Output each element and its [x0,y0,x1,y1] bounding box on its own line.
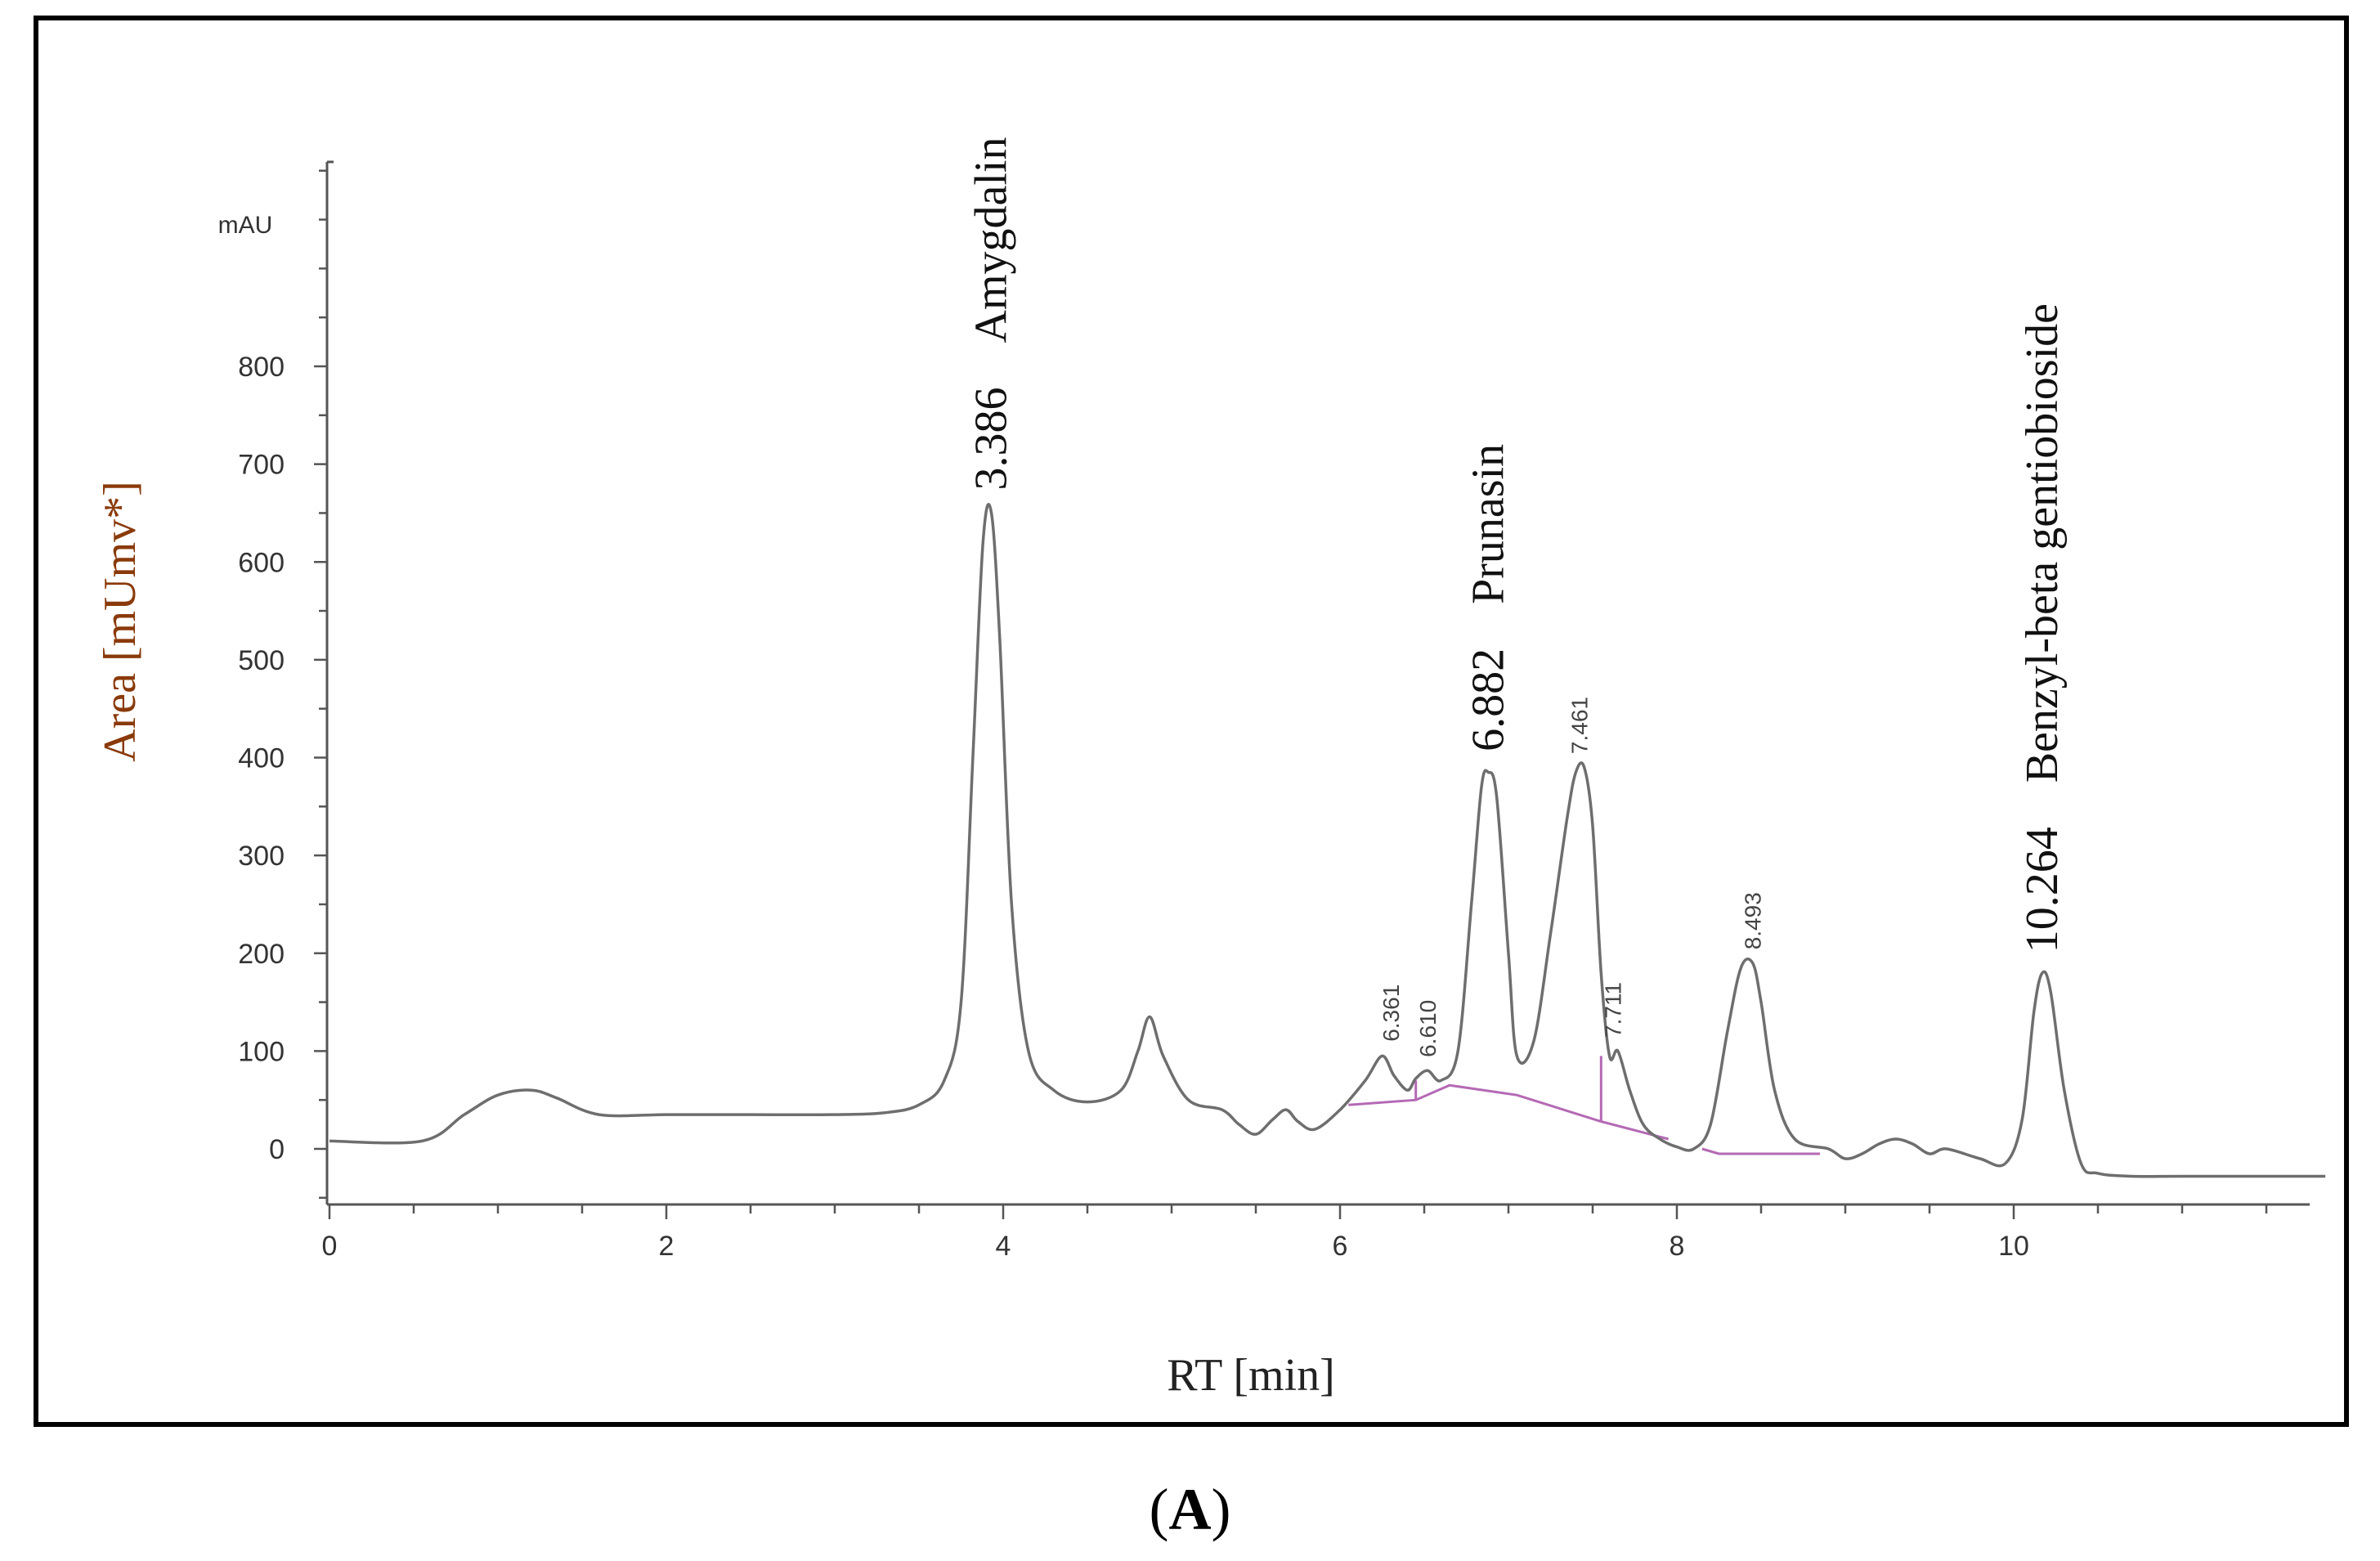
peak-compound-name: Prunasin [1463,444,1513,604]
peak-retention-time: 7.461 [1567,697,1593,754]
chromatogram-trace [329,503,2326,1178]
x-tick-label: 8 [1670,1231,1685,1262]
x-tick-label: 10 [1998,1231,2029,1262]
y-unit-label: mAU [218,212,273,239]
peak-compound-name: Amygdalin [966,137,1017,343]
peak-retention-time: 10.264 [2017,827,2068,953]
panel-label: (A) [0,1476,2380,1544]
y-tick-label: 200 [238,939,285,970]
y-tick-label: 700 [238,450,285,481]
peak-retention-time: 8.493 [1741,892,1766,949]
y-tick-label: 600 [238,547,285,578]
peak-retention-time: 6.882 [1463,648,1513,751]
y-axis-title: Area [mUmv*] [95,481,146,762]
x-tick-label: 6 [1333,1231,1348,1262]
y-tick-label: 400 [238,743,285,774]
integration-baseline [1701,1147,1821,1155]
peak-retention-time: 6.610 [1415,1000,1441,1057]
x-axis-title: RT [min] [1167,1350,1335,1401]
peak-compound-name: Benzyl-beta gentiobioside [2017,303,2068,783]
x-tick-label: 4 [996,1231,1011,1262]
x-tick-label: 0 [322,1231,338,1262]
peak-retention-time: 7.711 [1601,982,1626,1038]
panel-label-open: ( [1149,1477,1169,1542]
y-tick-label: 800 [238,352,285,383]
y-tick-label: 500 [238,645,285,676]
y-tick-label: 0 [269,1134,285,1165]
panel-label-close: ) [1211,1477,1231,1542]
x-tick-label: 2 [659,1231,675,1262]
y-tick-label: 300 [238,841,285,872]
peak-retention-time: 6.361 [1378,985,1404,1042]
panel-label-letter: A [1168,1477,1212,1542]
figure-border [34,16,2349,1427]
integration-baseline [1348,1083,1670,1141]
y-tick-label: 100 [238,1036,285,1067]
peak-retention-time: 3.386 [966,388,1017,491]
